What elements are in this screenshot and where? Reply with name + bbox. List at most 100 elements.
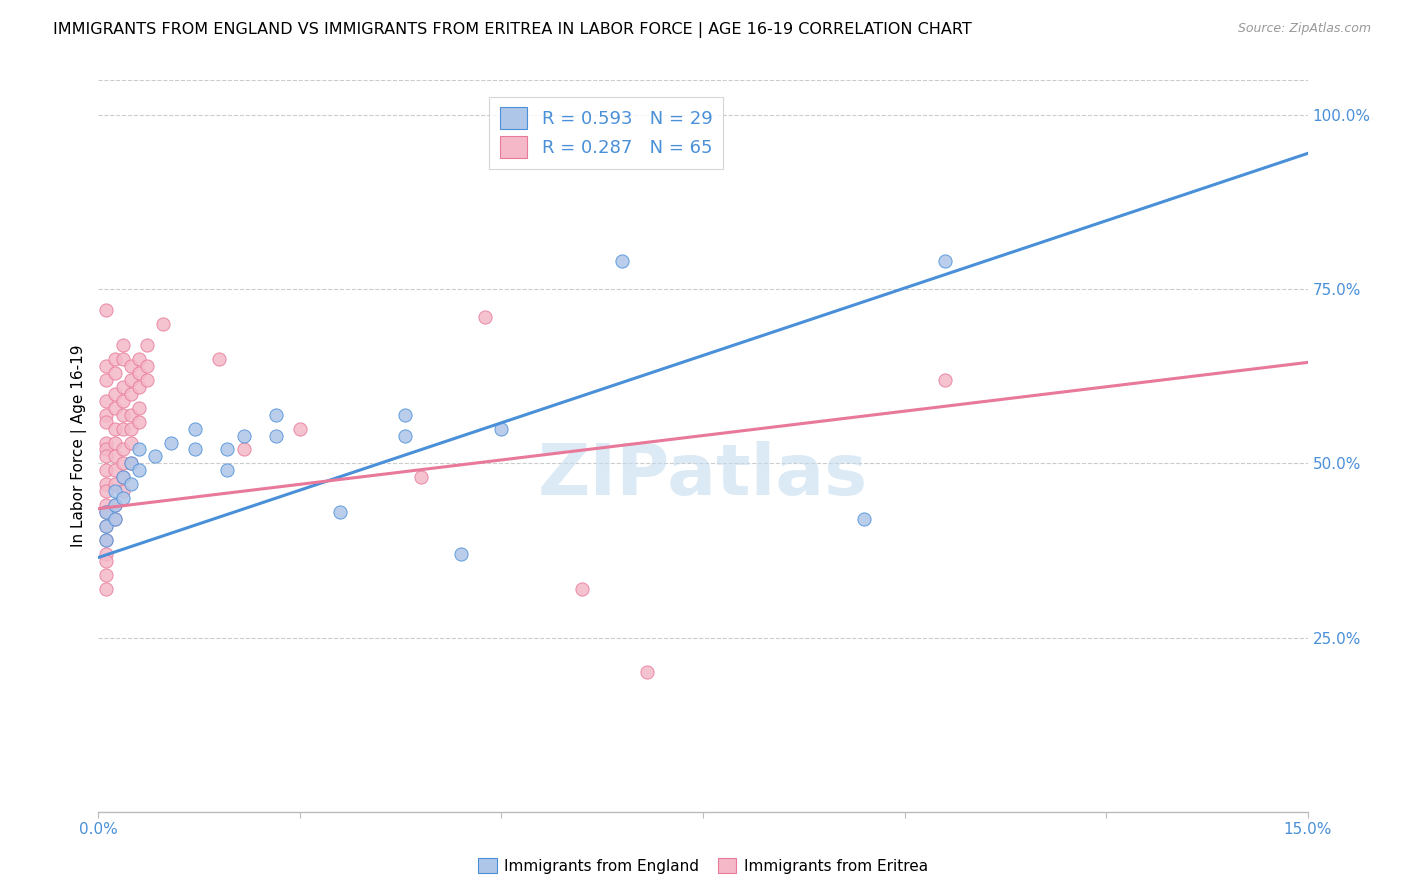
- Point: [394, 408, 416, 422]
- Point: [264, 428, 287, 442]
- Point: [128, 366, 150, 380]
- Point: [128, 442, 150, 457]
- Point: [120, 421, 142, 435]
- Point: [934, 373, 956, 387]
- Point: [96, 498, 118, 512]
- Point: [491, 421, 513, 435]
- Point: [96, 567, 118, 582]
- Point: [135, 338, 157, 352]
- Point: [474, 310, 496, 325]
- Legend: R = 0.593   N = 29, R = 0.287   N = 65: R = 0.593 N = 29, R = 0.287 N = 65: [489, 96, 723, 169]
- Point: [96, 505, 118, 519]
- Text: ZIPatlas: ZIPatlas: [538, 441, 868, 509]
- Point: [853, 512, 876, 526]
- Point: [96, 582, 118, 596]
- Point: [128, 380, 150, 394]
- Text: Source: ZipAtlas.com: Source: ZipAtlas.com: [1237, 22, 1371, 36]
- Point: [120, 408, 142, 422]
- Point: [128, 463, 150, 477]
- Point: [217, 463, 239, 477]
- Point: [96, 442, 118, 457]
- Point: [96, 519, 118, 533]
- Point: [111, 470, 134, 484]
- Point: [111, 442, 134, 457]
- Point: [409, 470, 432, 484]
- Point: [103, 366, 125, 380]
- Point: [103, 498, 125, 512]
- Point: [103, 477, 125, 491]
- Point: [571, 582, 593, 596]
- Point: [120, 457, 142, 471]
- Point: [96, 408, 118, 422]
- Point: [232, 442, 254, 457]
- Point: [160, 435, 183, 450]
- Point: [103, 512, 125, 526]
- Point: [96, 554, 118, 568]
- Point: [96, 373, 118, 387]
- Point: [111, 393, 134, 408]
- Point: [612, 254, 634, 268]
- Point: [152, 317, 174, 331]
- Point: [120, 477, 142, 491]
- Point: [264, 408, 287, 422]
- Point: [103, 386, 125, 401]
- Point: [184, 442, 207, 457]
- Point: [111, 351, 134, 366]
- Point: [111, 484, 134, 499]
- Point: [96, 484, 118, 499]
- Point: [128, 401, 150, 415]
- Point: [111, 470, 134, 484]
- Point: [96, 505, 118, 519]
- Point: [184, 421, 207, 435]
- Point: [111, 408, 134, 422]
- Point: [103, 401, 125, 415]
- Legend: Immigrants from England, Immigrants from Eritrea: Immigrants from England, Immigrants from…: [472, 852, 934, 880]
- Point: [96, 435, 118, 450]
- Point: [135, 359, 157, 373]
- Point: [120, 359, 142, 373]
- Point: [111, 457, 134, 471]
- Point: [103, 351, 125, 366]
- Point: [232, 428, 254, 442]
- Point: [103, 435, 125, 450]
- Point: [120, 435, 142, 450]
- Text: IMMIGRANTS FROM ENGLAND VS IMMIGRANTS FROM ERITREA IN LABOR FORCE | AGE 16-19 CO: IMMIGRANTS FROM ENGLAND VS IMMIGRANTS FR…: [53, 22, 972, 38]
- Point: [128, 351, 150, 366]
- Point: [636, 665, 658, 680]
- Point: [934, 254, 956, 268]
- Point: [96, 547, 118, 561]
- Point: [128, 415, 150, 429]
- Point: [96, 519, 118, 533]
- Point: [111, 491, 134, 506]
- Point: [143, 450, 166, 464]
- Point: [96, 303, 118, 318]
- Point: [96, 393, 118, 408]
- Point: [120, 373, 142, 387]
- Y-axis label: In Labor Force | Age 16-19: In Labor Force | Age 16-19: [72, 344, 87, 548]
- Point: [103, 421, 125, 435]
- Point: [120, 457, 142, 471]
- Point: [96, 359, 118, 373]
- Point: [111, 421, 134, 435]
- Point: [96, 463, 118, 477]
- Point: [450, 547, 472, 561]
- Point: [96, 533, 118, 547]
- Point: [120, 386, 142, 401]
- Point: [103, 498, 125, 512]
- Point: [111, 338, 134, 352]
- Point: [103, 512, 125, 526]
- Point: [217, 442, 239, 457]
- Point: [96, 533, 118, 547]
- Point: [394, 428, 416, 442]
- Point: [96, 450, 118, 464]
- Point: [103, 484, 125, 499]
- Point: [111, 380, 134, 394]
- Point: [96, 415, 118, 429]
- Point: [288, 421, 311, 435]
- Point: [103, 450, 125, 464]
- Point: [135, 373, 157, 387]
- Point: [96, 477, 118, 491]
- Point: [103, 463, 125, 477]
- Point: [208, 351, 231, 366]
- Point: [329, 505, 352, 519]
